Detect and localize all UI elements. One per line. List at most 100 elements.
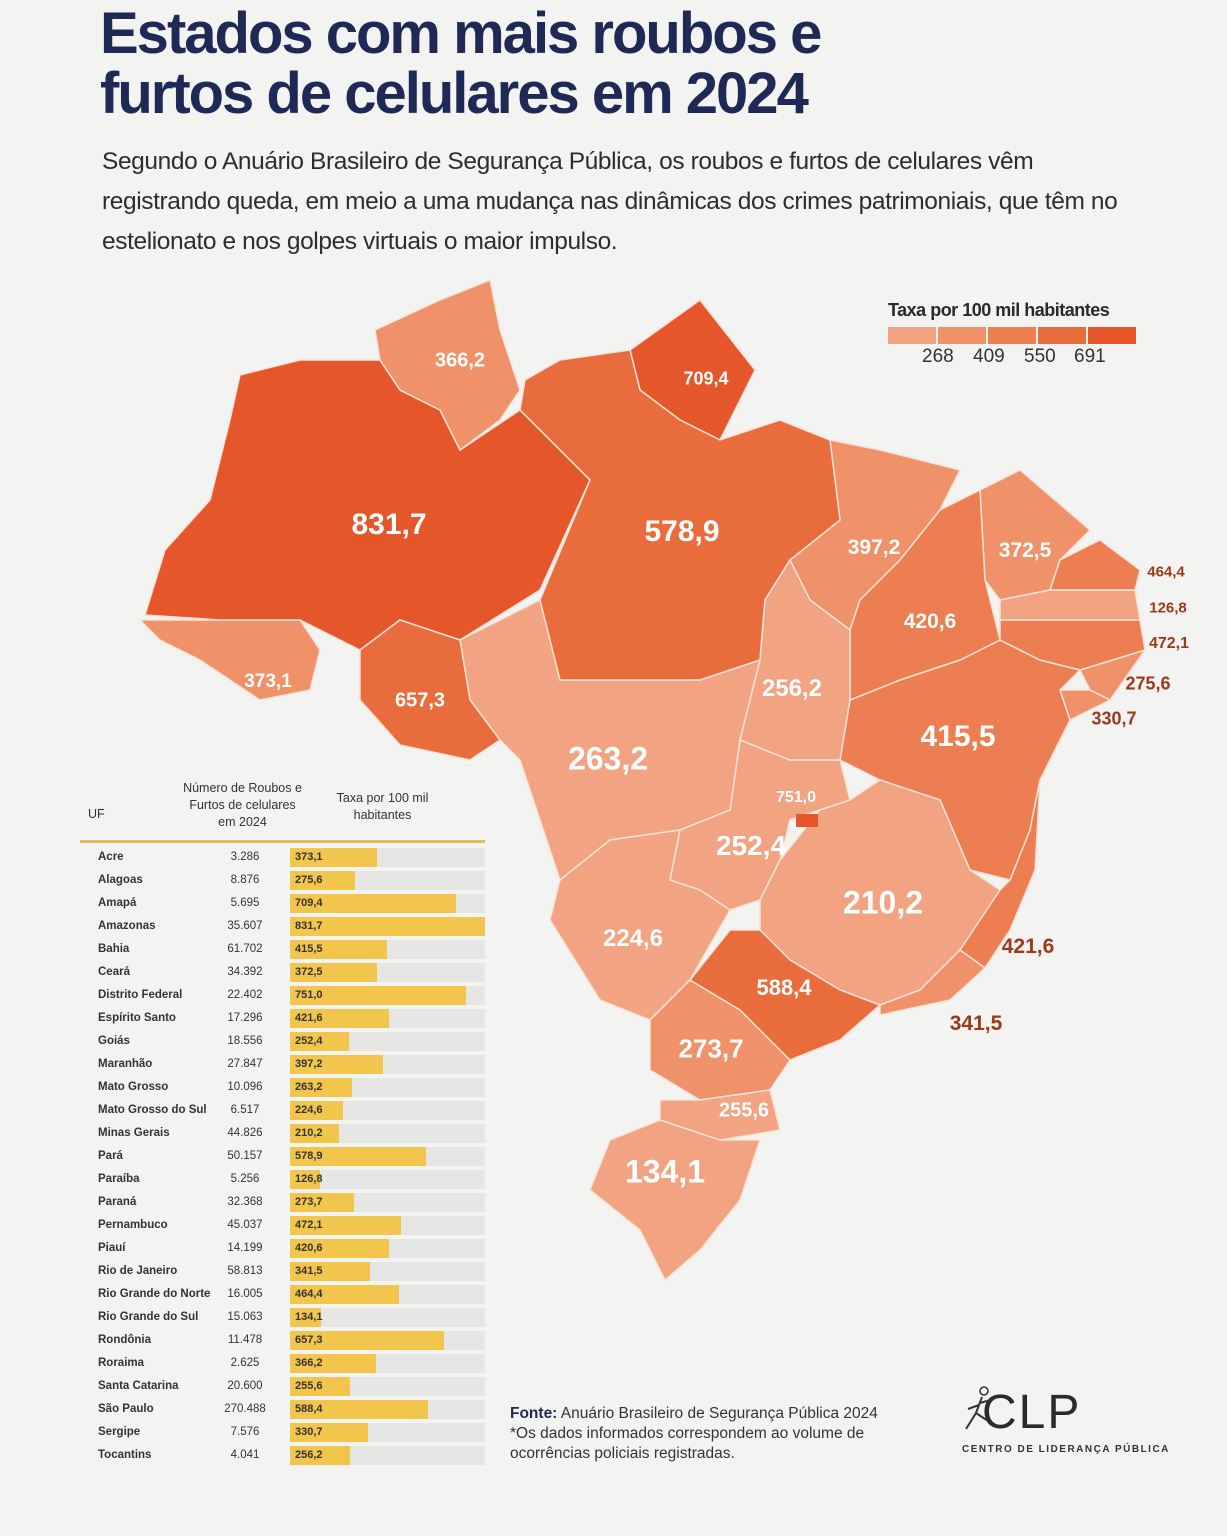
table-row: Rondônia 11.478 657,3 bbox=[80, 1331, 485, 1351]
state-name: Sergipe bbox=[98, 1426, 141, 1438]
rate-bar-track: 255,6 bbox=[290, 1377, 485, 1396]
state-name: Amapá bbox=[98, 897, 137, 909]
rate-bar bbox=[290, 963, 378, 982]
state-name: Goiás bbox=[98, 1035, 130, 1047]
map-label: 831,7 bbox=[351, 508, 427, 541]
state-count: 34.392 bbox=[227, 966, 263, 978]
legend-tick: 409 bbox=[973, 346, 1005, 367]
legend-swatch bbox=[888, 327, 936, 344]
legend-swatch bbox=[988, 327, 1036, 344]
map-label: 578,9 bbox=[644, 515, 720, 548]
state-count: 5.695 bbox=[230, 897, 260, 909]
rate-bar bbox=[290, 1239, 389, 1258]
state-count: 270.488 bbox=[224, 1403, 266, 1415]
footer-source: Fonte: Anuário Brasileiro de Segurança P… bbox=[510, 1404, 930, 1464]
rate-bar-track: 126,8 bbox=[290, 1170, 485, 1189]
state-roraima bbox=[374, 278, 521, 452]
header-count: Número de Roubos e Furtos de celulares e… bbox=[183, 781, 302, 829]
rate-value: 831,7 bbox=[295, 920, 323, 932]
rate-bar-track: 420,6 bbox=[290, 1239, 485, 1258]
rate-bar bbox=[290, 1147, 426, 1166]
rate-bar bbox=[290, 1170, 320, 1189]
state-rondônia bbox=[359, 619, 502, 761]
table-row: Pará 50.157 578,9 bbox=[80, 1147, 485, 1167]
rate-bar-track: 397,2 bbox=[290, 1055, 485, 1074]
rate-bar-track: 263,2 bbox=[290, 1078, 485, 1097]
map-label: 415,5 bbox=[920, 720, 996, 753]
map-label: 341,5 bbox=[949, 1012, 1003, 1035]
table-row: Alagoas 8.876 275,6 bbox=[80, 871, 485, 891]
state-name: Distrito Federal bbox=[98, 989, 183, 1001]
state-count: 44.826 bbox=[227, 1127, 263, 1139]
rate-bar-track: 588,4 bbox=[290, 1400, 485, 1419]
map-label: 751,0 bbox=[775, 789, 817, 806]
state-name: Roraima bbox=[98, 1357, 145, 1369]
rate-bar bbox=[290, 986, 467, 1005]
state-santa-catarina bbox=[659, 1089, 781, 1141]
state-name: Mato Grosso do Sul bbox=[98, 1104, 207, 1116]
state-count: 18.556 bbox=[227, 1035, 263, 1047]
map-label: 252,4 bbox=[715, 830, 787, 861]
map-label: 588,4 bbox=[756, 975, 812, 1000]
state-count: 8.876 bbox=[230, 874, 260, 886]
state-acre bbox=[138, 619, 321, 701]
table-row: Acre 3.286 373,1 bbox=[80, 848, 485, 868]
rate-bar-track: 751,0 bbox=[290, 986, 485, 1005]
table-row: Mato Grosso do Sul 6.517 224,6 bbox=[80, 1101, 485, 1121]
rate-bar bbox=[290, 1124, 340, 1143]
state-count: 61.702 bbox=[227, 943, 263, 955]
rate-value: 255,6 bbox=[295, 1380, 323, 1392]
map-label: 263,2 bbox=[567, 740, 649, 777]
rate-bar bbox=[290, 1101, 343, 1120]
state-name: Minas Gerais bbox=[98, 1127, 170, 1139]
table-row: Paraná 32.368 273,7 bbox=[80, 1193, 485, 1213]
state-tocantins bbox=[739, 558, 851, 761]
state-pará bbox=[519, 349, 841, 681]
map-label: 255,6 bbox=[718, 1099, 770, 1122]
rate-value: 252,4 bbox=[295, 1035, 323, 1047]
rate-bar-track: 372,5 bbox=[290, 963, 485, 982]
state-count: 14.199 bbox=[227, 1242, 263, 1254]
table-row: Maranhão 27.847 397,2 bbox=[80, 1055, 485, 1075]
rate-bar-track: 134,1 bbox=[290, 1308, 485, 1327]
map-label: 372,5 bbox=[998, 539, 1052, 562]
rate-bar-track: 341,5 bbox=[290, 1262, 485, 1281]
state-name: Rondônia bbox=[98, 1334, 152, 1346]
state-count: 32.368 bbox=[227, 1196, 263, 1208]
table-row: Minas Gerais 44.826 210,2 bbox=[80, 1124, 485, 1144]
rate-value: 273,7 bbox=[295, 1196, 323, 1208]
legend-tick: 691 bbox=[1074, 346, 1106, 367]
rate-bar bbox=[290, 1009, 389, 1028]
rate-bar bbox=[290, 1285, 399, 1304]
subtitle: Segundo o Anuário Brasileiro de Seguranç… bbox=[102, 148, 1118, 255]
state-name: Santa Catarina bbox=[98, 1380, 179, 1392]
rate-bar bbox=[290, 1354, 376, 1373]
rate-value: 256,2 bbox=[295, 1449, 323, 1461]
rate-bar bbox=[290, 1308, 322, 1327]
state-distrito-federal bbox=[796, 814, 818, 827]
rate-value: 341,5 bbox=[295, 1265, 323, 1277]
rate-value: 657,3 bbox=[295, 1334, 323, 1346]
rate-bar bbox=[290, 1055, 384, 1074]
rate-value: 372,5 bbox=[295, 966, 323, 978]
rate-value: 578,9 bbox=[295, 1150, 323, 1162]
state-count: 4.041 bbox=[230, 1449, 260, 1461]
state-count: 27.847 bbox=[227, 1058, 263, 1070]
state-rio-grande-do-norte bbox=[1048, 539, 1141, 591]
state-rio-grande-do-sul bbox=[589, 1119, 762, 1282]
rate-value: 751,0 bbox=[295, 989, 323, 1001]
state-name: Espírito Santo bbox=[98, 1012, 176, 1024]
state-sergipe bbox=[1058, 689, 1112, 722]
runner-icon bbox=[965, 1386, 995, 1430]
map-label: 373,1 bbox=[244, 671, 292, 692]
state-piauí bbox=[849, 488, 1001, 702]
table-row: Santa Catarina 20.600 255,6 bbox=[80, 1377, 485, 1397]
rate-bar bbox=[290, 1262, 371, 1281]
map-label: 421,6 bbox=[1001, 935, 1055, 958]
state-name: Rio Grande do Norte bbox=[98, 1288, 211, 1300]
table-row: Distrito Federal 22.402 751,0 bbox=[80, 986, 485, 1006]
state-count: 22.402 bbox=[227, 989, 263, 1001]
state-count: 58.813 bbox=[227, 1265, 263, 1277]
map-label: 397,2 bbox=[847, 536, 901, 559]
rate-bar-track: 252,4 bbox=[290, 1032, 485, 1051]
